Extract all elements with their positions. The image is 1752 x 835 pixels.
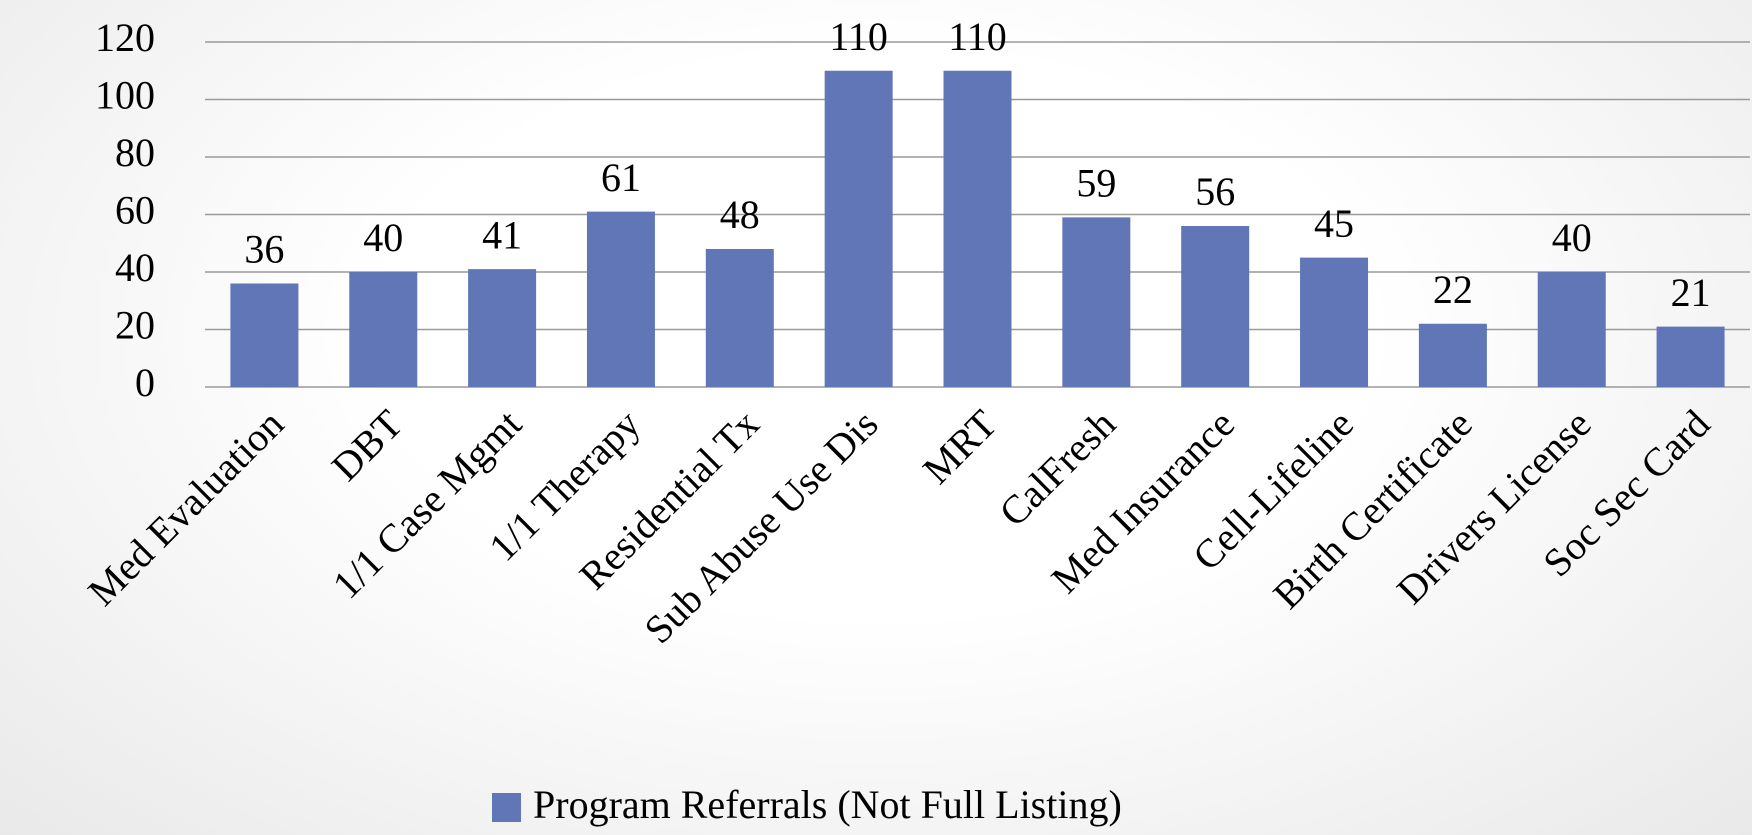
x-tick-label: DBT: [323, 401, 411, 489]
data-label: 45: [1314, 201, 1354, 246]
data-label: 22: [1433, 267, 1473, 312]
data-label: 48: [720, 192, 760, 237]
bar: [1656, 326, 1725, 387]
bar: [824, 70, 893, 387]
y-tick-label: 100: [95, 73, 155, 118]
bar: [230, 283, 299, 387]
data-label: 21: [1671, 270, 1711, 315]
data-label: 40: [1552, 215, 1592, 260]
y-tick-label: 80: [115, 130, 155, 175]
bar: [1418, 323, 1487, 387]
bar: [468, 269, 537, 387]
x-tick-label: Med Evaluation: [79, 401, 292, 614]
legend-label: Program Referrals (Not Full Listing): [533, 782, 1122, 827]
bar: [1062, 217, 1131, 387]
data-label: 36: [244, 227, 284, 272]
data-label: 59: [1076, 161, 1116, 206]
data-label: 41: [482, 212, 522, 257]
bar: [943, 70, 1012, 387]
bar: [1181, 226, 1250, 387]
y-tick-label: 20: [115, 303, 155, 348]
y-tick-label: 120: [95, 15, 155, 60]
data-label: 40: [363, 215, 403, 260]
data-label: 110: [829, 14, 888, 59]
data-label: 110: [948, 14, 1007, 59]
data-label: 56: [1195, 169, 1235, 214]
data-label: 61: [601, 155, 641, 200]
y-tick-label: 40: [115, 245, 155, 290]
legend-swatch: [492, 793, 521, 822]
bar: [1537, 272, 1606, 387]
bar: [586, 211, 655, 387]
y-tick-label: 60: [115, 188, 155, 233]
x-tick-label: MRT: [914, 401, 1005, 492]
bar: [705, 249, 774, 387]
bar: [1300, 257, 1369, 387]
bar: [349, 272, 418, 387]
y-tick-label: 0: [135, 360, 155, 405]
